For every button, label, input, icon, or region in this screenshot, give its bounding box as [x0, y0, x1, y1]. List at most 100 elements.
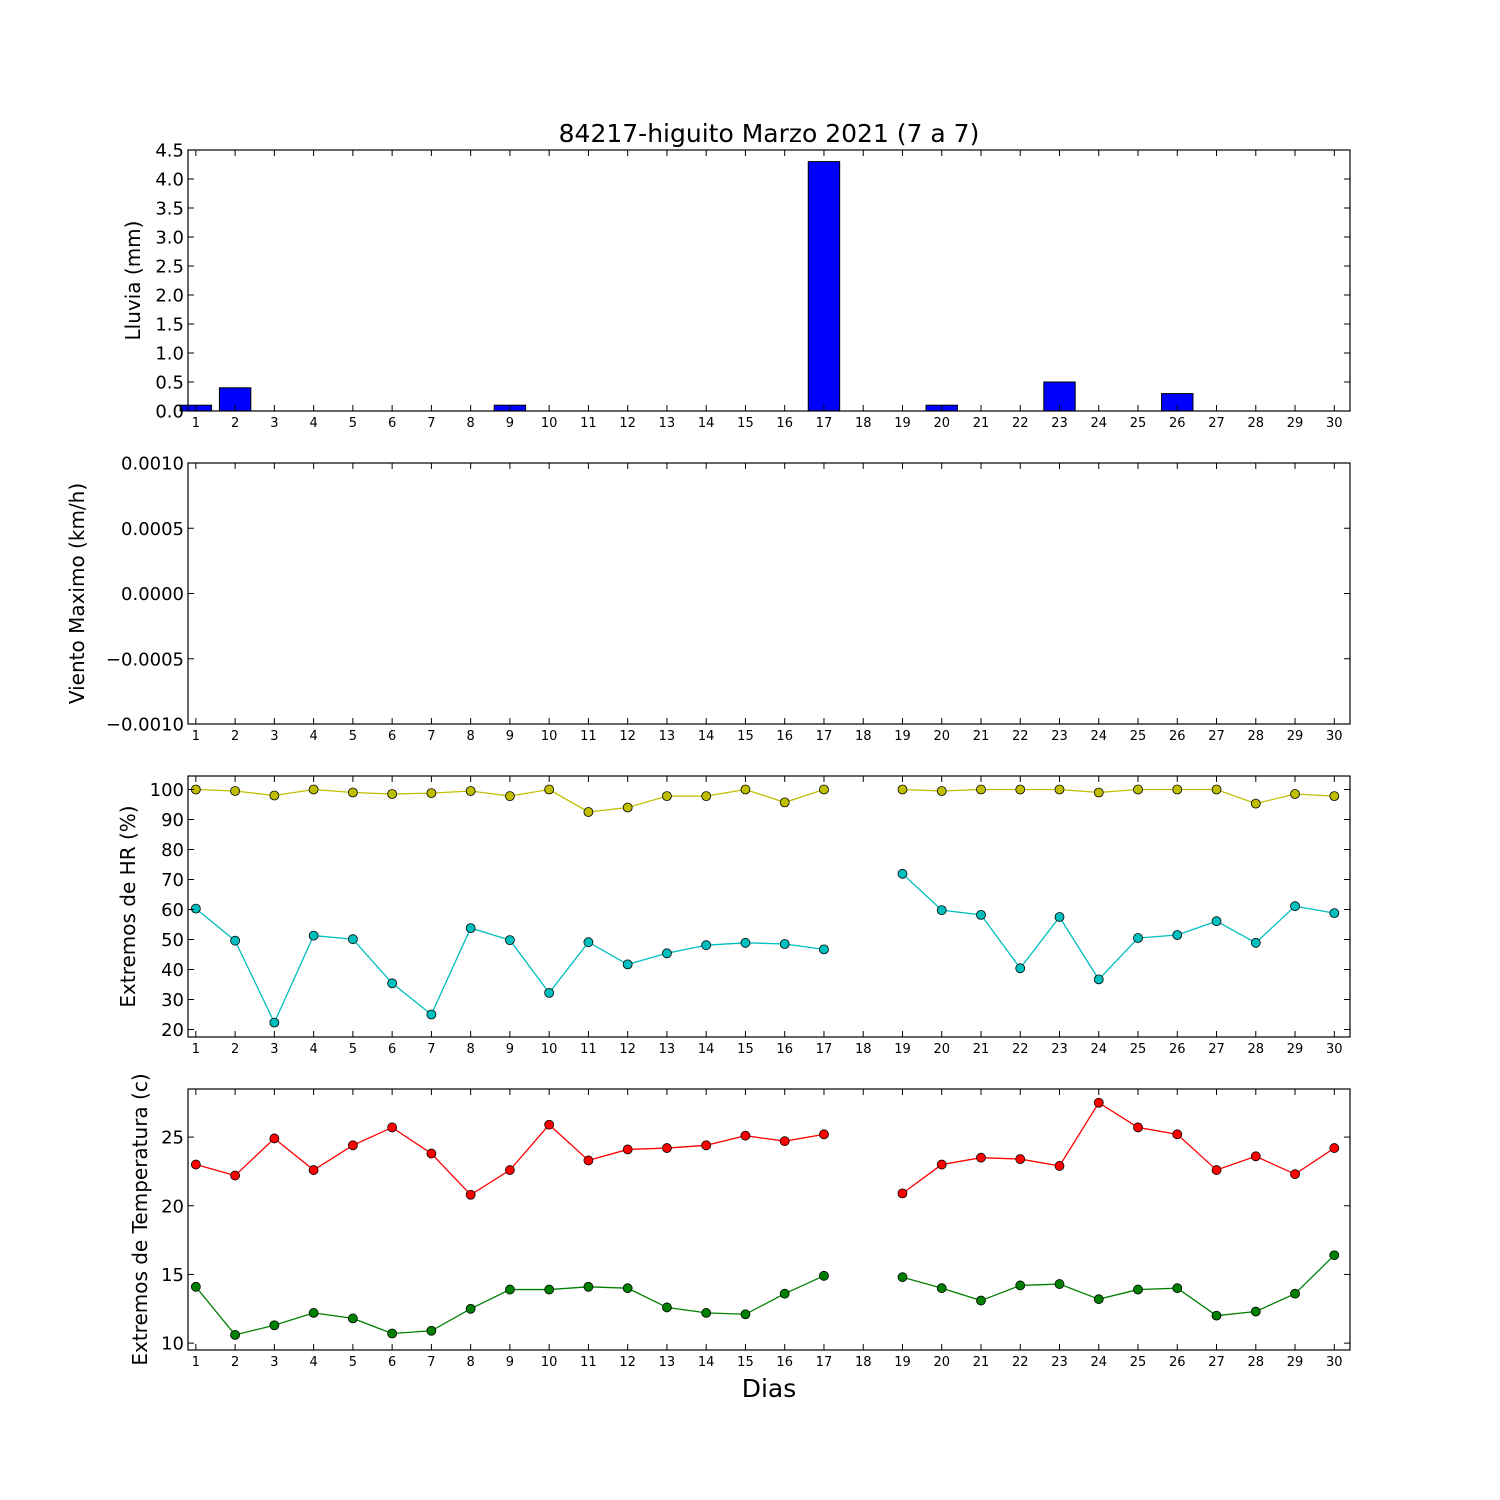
panel-2-xtick-label: 28 [1248, 729, 1265, 744]
panel-4-series-1-point-13 [662, 1143, 672, 1153]
panel-3-xtick-label: 25 [1130, 1042, 1147, 1057]
panel-4-series-2-point-12 [622, 1283, 633, 1294]
panel-4-series-1-point-22 [1015, 1154, 1026, 1164]
panel-3-xtick-label: 18 [855, 1042, 872, 1057]
panel-4-series-1-point-23 [1054, 1161, 1065, 1171]
panel-4-ytick-label: 15 [161, 1265, 184, 1286]
panel-3-series-1-point-13 [662, 791, 672, 801]
panel-3-ytick-label: 80 [161, 840, 184, 861]
panel-1-xtick-label: 27 [1208, 416, 1225, 431]
panel-3-xtick-label: 5 [349, 1042, 357, 1057]
panel-3-series-1-point-28 [1250, 798, 1261, 809]
panel-1-xtick-label: 13 [659, 416, 676, 431]
panel-2-xtick-label: 5 [349, 729, 357, 744]
panel-3-series-1-point-12 [622, 802, 633, 813]
panel-2-xtick-label: 10 [541, 729, 558, 744]
panel-1-xtick-label: 11 [580, 416, 597, 431]
panel-4-series-2-point-28 [1250, 1306, 1261, 1317]
panel-3-series-1-point-6 [387, 789, 398, 799]
panel-4-series-1-point-26 [1172, 1129, 1183, 1140]
panel-4-ytick-label: 10 [161, 1334, 184, 1355]
panel-4-xtick-label: 1 [192, 1355, 200, 1370]
panel-3-series-2-point-30 [1329, 908, 1340, 918]
panel-3-ytick-label: 20 [161, 1020, 184, 1041]
panel-1-xtick-label: 30 [1326, 416, 1343, 431]
panel-1-xtick-label: 5 [349, 416, 357, 431]
panel-3-ytick-label: 60 [161, 900, 184, 921]
panel-1-xtick-label: 9 [506, 416, 514, 431]
panel-1-frame [187, 149, 1351, 412]
panel-4-series-1-point-21 [976, 1152, 986, 1163]
panel-3-series-2-point-4 [308, 930, 319, 941]
panel-4-xtick-label: 9 [506, 1355, 514, 1370]
panel-1-xtick-label: 19 [894, 416, 911, 431]
panel-2-xtick-label: 12 [619, 729, 636, 744]
panel-2-xtick-label: 19 [894, 729, 911, 744]
panel-1-y-axis-label: Lluvia (mm) [121, 221, 145, 341]
chart-title: 84217-higuito Marzo 2021 (7 a 7) [559, 119, 980, 148]
panel-4-xtick-label: 2 [231, 1355, 239, 1370]
panel-3-series-2-point-24 [1093, 974, 1104, 985]
panel-4-xtick-label: 27 [1208, 1355, 1225, 1370]
panel-4-xtick-label: 21 [973, 1355, 990, 1370]
panel-3-series-1-point-5 [347, 787, 358, 798]
panel-4-series-2-point-1 [190, 1281, 201, 1292]
panel-4-series-2-point-4 [308, 1308, 319, 1318]
panel-4-series-2-point-16 [779, 1288, 790, 1299]
panel-2-xtick-label: 11 [580, 729, 597, 744]
panel-3-series-2-point-11 [583, 937, 594, 948]
panel-3-series-2-point-5 [347, 934, 358, 945]
panel-3-series-1-point-10 [544, 784, 555, 795]
panel-1-xtick-label: 24 [1090, 416, 1107, 431]
panel-4-series-1-point-5 [347, 1140, 358, 1151]
panel-4-series-2-point-11 [583, 1281, 594, 1292]
panel-3-xtick-label: 30 [1326, 1042, 1343, 1057]
panel-3-series-1-point-3 [269, 790, 280, 801]
panel-4-series-1-point-29 [1290, 1169, 1300, 1180]
panel-3-series-1-point-23 [1054, 784, 1065, 795]
panel-4-series-1-point-2 [230, 1170, 241, 1181]
panel-3-series-1-point-20 [936, 786, 947, 796]
panel-3-xtick-label: 14 [698, 1042, 715, 1057]
panel-3-xtick-label: 6 [388, 1042, 396, 1057]
panel-3-series-2-point-6 [387, 978, 398, 989]
panel-3-series-1-point-15 [740, 784, 751, 795]
panel-3-xtick-label: 11 [580, 1042, 597, 1057]
panel-4-series-1-line-2 [902, 1101, 1335, 1194]
panel-4-series-1-point-9 [505, 1165, 515, 1175]
panel-3-xtick-label: 16 [776, 1042, 793, 1057]
panel-3-xtick-label: 17 [816, 1042, 833, 1057]
panel-1-ytick-label: 3.5 [155, 199, 184, 220]
panel-3-xtick-label: 12 [619, 1042, 636, 1057]
panel-4-xtick-label: 15 [737, 1355, 754, 1370]
panel-4-xtick-label: 7 [427, 1355, 435, 1370]
panel-2-xtick-label: 7 [427, 729, 435, 744]
panel-3-series-1-point-19 [897, 784, 908, 795]
panel-3-series-1-point-2 [230, 786, 241, 796]
panel-4-series-1-point-25 [1133, 1122, 1143, 1133]
panel-4-ytick-label: 25 [161, 1128, 184, 1149]
panel-2-xtick-label: 25 [1130, 729, 1147, 744]
panel-1-xtick-label: 25 [1130, 416, 1147, 431]
panel-2-xtick-label: 18 [855, 729, 872, 744]
panel-3-ytick-label: 50 [161, 930, 184, 951]
panel-3-series-2-point-7 [426, 1009, 437, 1020]
panel-1-ytick-label: 4.0 [155, 170, 184, 191]
panel-3-xtick-label: 26 [1169, 1042, 1186, 1057]
panel-1-xtick-label: 14 [698, 416, 715, 431]
panel-2-y-axis-label: Viento Maximo (km/h) [65, 483, 89, 704]
panel-1-ytick-label: 0.5 [155, 373, 184, 394]
panel-4-xtick-label: 16 [776, 1355, 793, 1370]
panel-4-xtick-label: 8 [467, 1355, 475, 1370]
panel-3-xtick-label: 21 [973, 1042, 990, 1057]
panel-3-series-2-point-9 [505, 935, 515, 945]
panel-4-series-2-point-21 [976, 1295, 986, 1306]
panel-4-series-1-point-30 [1329, 1143, 1340, 1153]
panel-2-ytick-label: 0.0010 [121, 454, 184, 475]
panel-1-ytick-label: 2.5 [155, 257, 184, 278]
panel-2-xtick-label: 24 [1090, 729, 1107, 744]
panel-3-series-2-point-22 [1015, 963, 1026, 974]
panel-4-xtick-label: 3 [270, 1355, 278, 1370]
panel-4-series-1-point-1 [190, 1159, 201, 1170]
